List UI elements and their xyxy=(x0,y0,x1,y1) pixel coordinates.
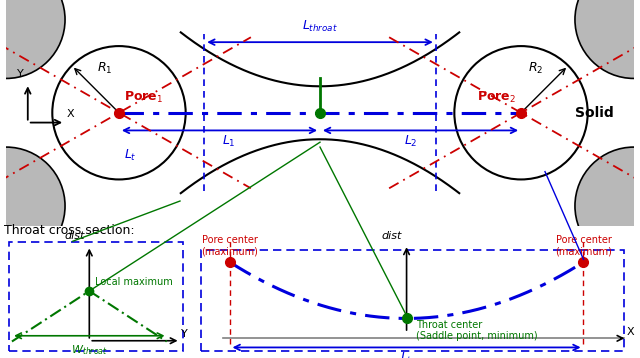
Text: $L_t$: $L_t$ xyxy=(124,148,136,163)
Text: $L_t$: $L_t$ xyxy=(400,351,413,358)
Text: $R_1$: $R_1$ xyxy=(97,61,112,76)
Text: Throat center
(Saddle point, minimum): Throat center (Saddle point, minimum) xyxy=(416,319,538,341)
Text: Throat cross section:: Throat cross section: xyxy=(4,224,135,237)
Text: Pore center
(maximum): Pore center (maximum) xyxy=(201,235,258,257)
Text: $L_1$: $L_1$ xyxy=(223,134,236,149)
Text: Y: Y xyxy=(181,329,188,339)
Text: Solid: Solid xyxy=(575,106,614,120)
Circle shape xyxy=(575,0,640,78)
Text: $L_{throat}$: $L_{throat}$ xyxy=(302,19,338,34)
Circle shape xyxy=(454,46,588,179)
Text: dist: dist xyxy=(65,231,85,241)
Text: Local maximum: Local maximum xyxy=(95,277,173,287)
Text: Pore$_2$: Pore$_2$ xyxy=(477,90,516,105)
Text: $R_2$: $R_2$ xyxy=(528,61,543,76)
Text: dist: dist xyxy=(381,231,401,241)
Circle shape xyxy=(0,147,65,265)
Circle shape xyxy=(0,0,65,78)
Text: Pore center
(maximum): Pore center (maximum) xyxy=(555,235,612,257)
Text: X: X xyxy=(67,109,75,119)
Circle shape xyxy=(575,147,640,265)
Text: $L_2$: $L_2$ xyxy=(404,134,417,149)
Text: X: X xyxy=(627,327,634,337)
Text: Pore$_1$: Pore$_1$ xyxy=(124,90,163,105)
Circle shape xyxy=(52,46,186,179)
Text: Y: Y xyxy=(17,69,23,79)
Text: $W_{throat}$: $W_{throat}$ xyxy=(71,343,108,357)
